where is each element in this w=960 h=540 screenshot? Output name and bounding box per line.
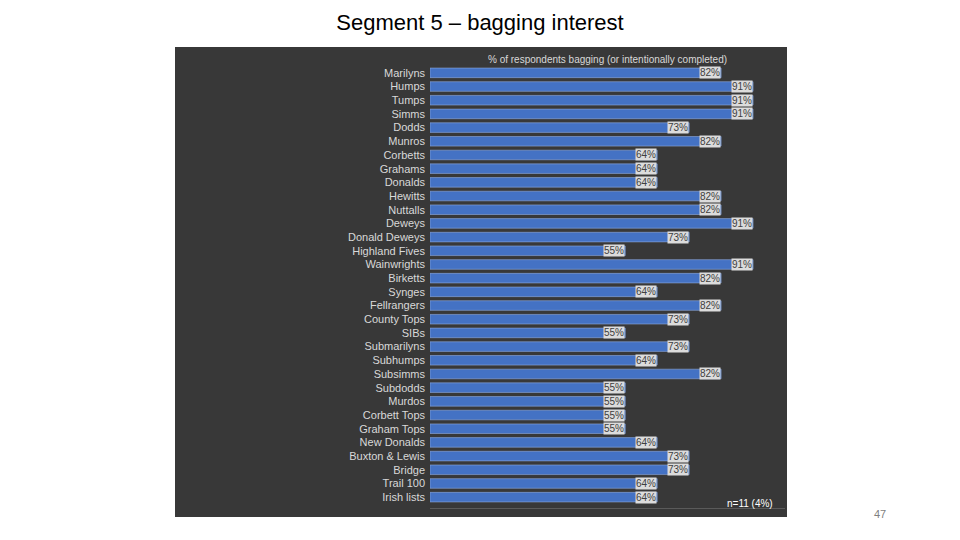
svg-text:64%: 64% — [636, 478, 656, 489]
svg-text:Buxton & Lewis: Buxton & Lewis — [349, 450, 425, 462]
svg-text:82%: 82% — [700, 191, 720, 202]
svg-text:Grahams: Grahams — [380, 163, 426, 175]
svg-text:55%: 55% — [604, 410, 624, 421]
svg-text:55%: 55% — [604, 396, 624, 407]
svg-text:Dodds: Dodds — [393, 121, 425, 133]
svg-text:Segment 5 – bagging interest: Segment 5 – bagging interest — [336, 10, 623, 35]
svg-text:91%: 91% — [732, 218, 752, 229]
svg-text:64%: 64% — [636, 437, 656, 448]
svg-text:64%: 64% — [636, 355, 656, 366]
svg-text:73%: 73% — [668, 122, 688, 133]
svg-text:SIBs: SIBs — [402, 327, 426, 339]
svg-text:Deweys: Deweys — [386, 217, 426, 229]
svg-text:Subsimms: Subsimms — [374, 368, 426, 380]
svg-text:55%: 55% — [604, 423, 624, 434]
svg-text:Corbett Tops: Corbett Tops — [363, 409, 426, 421]
svg-text:Corbetts: Corbetts — [383, 149, 425, 161]
svg-text:91%: 91% — [732, 108, 752, 119]
svg-text:Marilyns: Marilyns — [384, 67, 425, 79]
svg-text:64%: 64% — [636, 492, 656, 503]
svg-text:73%: 73% — [668, 232, 688, 243]
svg-text:Birketts: Birketts — [388, 272, 425, 284]
svg-text:64%: 64% — [636, 286, 656, 297]
svg-text:Nuttalls: Nuttalls — [388, 204, 425, 216]
svg-text:91%: 91% — [732, 95, 752, 106]
svg-text:Bridge: Bridge — [393, 464, 425, 476]
svg-text:55%: 55% — [604, 245, 624, 256]
svg-text:82%: 82% — [700, 204, 720, 215]
svg-text:Subhumps: Subhumps — [372, 354, 425, 366]
svg-text:82%: 82% — [700, 300, 720, 311]
svg-text:Fellrangers: Fellrangers — [370, 299, 426, 311]
svg-text:Humps: Humps — [390, 80, 425, 92]
svg-text:91%: 91% — [732, 81, 752, 92]
svg-text:Murdos: Murdos — [388, 395, 425, 407]
svg-text:Tumps: Tumps — [392, 94, 426, 106]
svg-text:82%: 82% — [700, 273, 720, 284]
svg-text:73%: 73% — [668, 314, 688, 325]
svg-text:New Donalds: New Donalds — [360, 436, 426, 448]
svg-text:47: 47 — [874, 508, 886, 520]
svg-text:82%: 82% — [700, 67, 720, 78]
svg-text:64%: 64% — [636, 149, 656, 160]
svg-text:Munros: Munros — [388, 135, 425, 147]
svg-text:64%: 64% — [636, 177, 656, 188]
svg-text:Donalds: Donalds — [385, 176, 426, 188]
svg-text:64%: 64% — [636, 163, 656, 174]
svg-text:Simms: Simms — [391, 108, 425, 120]
svg-text:73%: 73% — [668, 341, 688, 352]
svg-text:82%: 82% — [700, 368, 720, 379]
svg-text:% of respondents bagging (or i: % of respondents bagging (or intentional… — [488, 54, 727, 65]
svg-text:Trail 100: Trail 100 — [383, 477, 425, 489]
svg-text:Donald Deweys: Donald Deweys — [348, 231, 426, 243]
svg-text:n=11 (4%): n=11 (4%) — [727, 498, 773, 509]
svg-text:91%: 91% — [732, 259, 752, 270]
svg-text:Synges: Synges — [388, 286, 425, 298]
svg-text:55%: 55% — [604, 327, 624, 338]
svg-text:Hewitts: Hewitts — [389, 190, 426, 202]
svg-text:Subdodds: Subdodds — [375, 382, 425, 394]
svg-text:Highland Fives: Highland Fives — [352, 245, 425, 257]
svg-text:County Tops: County Tops — [364, 313, 425, 325]
svg-text:Wainwrights: Wainwrights — [366, 258, 426, 270]
svg-text:Submarilyns: Submarilyns — [364, 340, 425, 352]
svg-text:Graham Tops: Graham Tops — [359, 423, 425, 435]
svg-text:55%: 55% — [604, 382, 624, 393]
svg-text:73%: 73% — [668, 464, 688, 475]
svg-text:82%: 82% — [700, 136, 720, 147]
svg-text:73%: 73% — [668, 451, 688, 462]
svg-text:Irish lists: Irish lists — [382, 491, 425, 503]
